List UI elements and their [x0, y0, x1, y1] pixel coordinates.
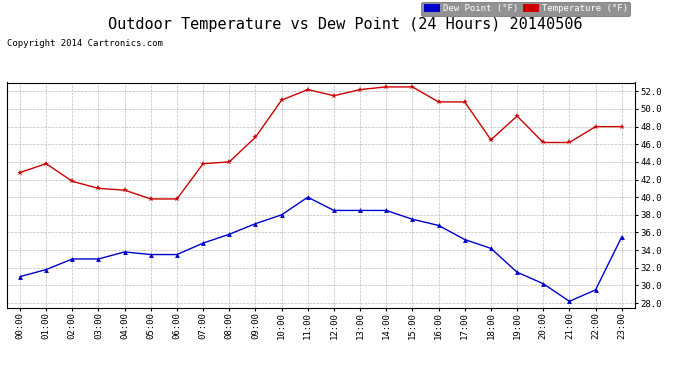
Text: Outdoor Temperature vs Dew Point (24 Hours) 20140506: Outdoor Temperature vs Dew Point (24 Hou…	[108, 17, 582, 32]
Text: Copyright 2014 Cartronics.com: Copyright 2014 Cartronics.com	[7, 39, 163, 48]
Legend: Dew Point (°F), Temperature (°F): Dew Point (°F), Temperature (°F)	[421, 2, 630, 16]
